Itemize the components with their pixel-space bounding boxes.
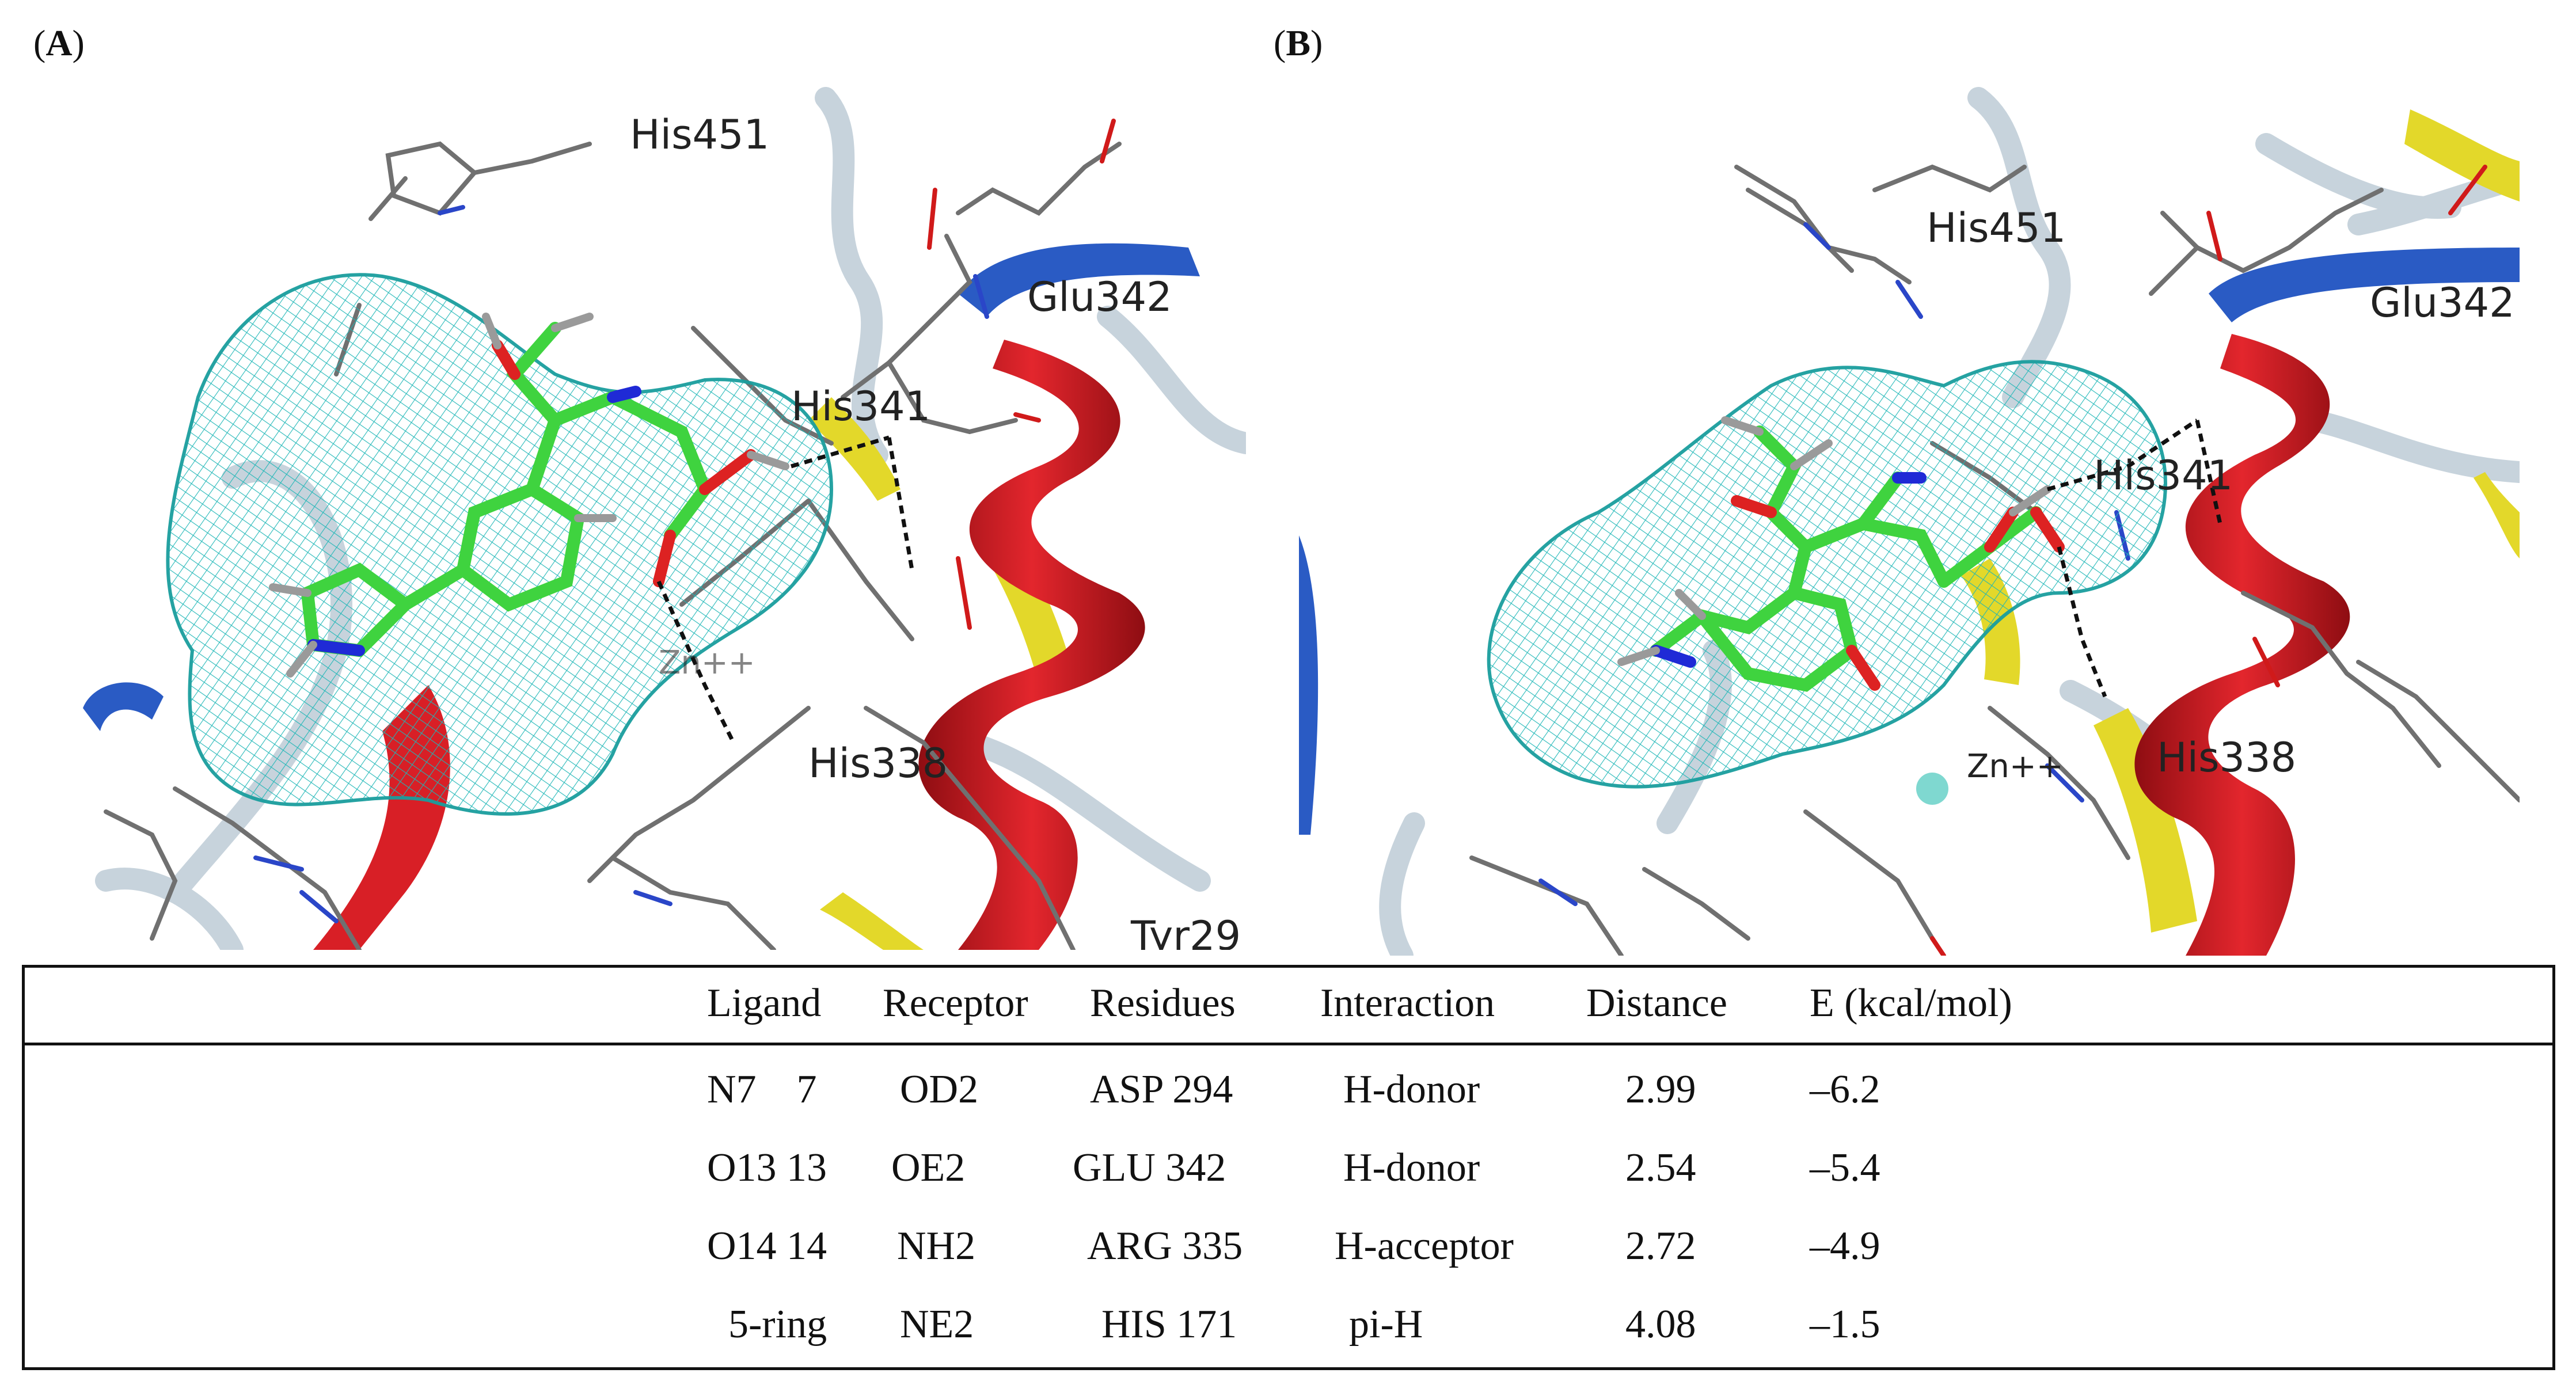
residue-label-his341: His341: [2094, 452, 2233, 499]
interaction-table: Ligand Receptor Residues Interaction Dis…: [22, 965, 2555, 1370]
residue-label-glu342: Glu342: [2370, 279, 2515, 326]
hydrogen-bond-lines: [656, 435, 914, 744]
cell-residues: ASP 294: [1090, 1067, 1233, 1112]
alpha-helix: [918, 340, 1145, 950]
cell-distance: 2.54: [1625, 1146, 1696, 1190]
cell-receptor: NE2: [900, 1302, 974, 1347]
cell-energy: –1.5: [1810, 1302, 1880, 1347]
cell-energy: –6.2: [1810, 1067, 1880, 1112]
residue-label-his338: His338: [2157, 734, 2296, 781]
docking-image-a: His451 Glu342 His341 Zn++ His338 Tyr29: [60, 75, 1246, 950]
residue-label-glu342: Glu342: [1027, 273, 1172, 321]
cell-residues: HIS 171: [1101, 1302, 1237, 1347]
residue-label-tyr: Tyr29: [1130, 912, 1241, 950]
col-header-ligand: Ligand: [707, 981, 822, 1025]
cell-residues: ARG 335: [1087, 1224, 1243, 1268]
cell-ligand: N7 7: [707, 1067, 817, 1112]
cell-receptor: OE2: [891, 1146, 966, 1190]
zinc-ion-sphere: [1916, 773, 1948, 805]
ion-label-zn: Zn++: [1967, 748, 2064, 785]
cell-distance: 2.72: [1625, 1224, 1696, 1268]
cell-distance: 2.99: [1625, 1067, 1696, 1112]
cell-residues: GLU 342: [1073, 1146, 1226, 1190]
col-header-energy: E (kcal/mol): [1810, 981, 2012, 1025]
col-header-residues: Residues: [1090, 981, 1236, 1025]
blue-strand: [958, 243, 1200, 317]
residue-label-his451: His451: [1927, 204, 2066, 252]
cell-interaction: H-acceptor: [1335, 1224, 1514, 1268]
docking-image-b: His451 Glu342 His341 Zn++ His338: [1299, 75, 2520, 956]
residue-label-his341: His341: [791, 383, 930, 430]
col-header-receptor: Receptor: [883, 981, 1028, 1025]
hydrogen-bond-lines: [2047, 419, 2222, 698]
cell-distance: 4.08: [1625, 1302, 1696, 1347]
yellow-turn: [808, 397, 901, 501]
cell-energy: –5.4: [1810, 1146, 1880, 1190]
residue-label-his451: His451: [630, 111, 769, 158]
col-header-interaction: Interaction: [1320, 981, 1495, 1025]
cell-energy: –4.9: [1810, 1224, 1880, 1268]
cell-interaction: H-donor: [1343, 1146, 1480, 1190]
cell-ligand: O13 13: [707, 1146, 827, 1190]
cell-interaction: pi-H: [1349, 1302, 1423, 1347]
cell-receptor: NH2: [897, 1224, 976, 1268]
cell-interaction: H-donor: [1343, 1067, 1480, 1112]
table-header-rule: [25, 1043, 2552, 1045]
ligand-surface-mesh: [166, 273, 834, 816]
cell-receptor: OD2: [900, 1067, 979, 1112]
cell-ligand: 5-ring: [728, 1302, 827, 1347]
cell-ligand: O14 14: [707, 1224, 827, 1268]
panel-a-label: (A): [33, 22, 85, 63]
ion-label-zn: Zn++: [659, 644, 755, 682]
col-header-distance: Distance: [1586, 981, 1727, 1025]
ligand-surface-mesh: [1487, 360, 2167, 789]
alpha-helix: [2134, 334, 2350, 956]
panel-b-label: (B): [1274, 22, 1323, 63]
residue-label-his338: His338: [808, 740, 948, 787]
